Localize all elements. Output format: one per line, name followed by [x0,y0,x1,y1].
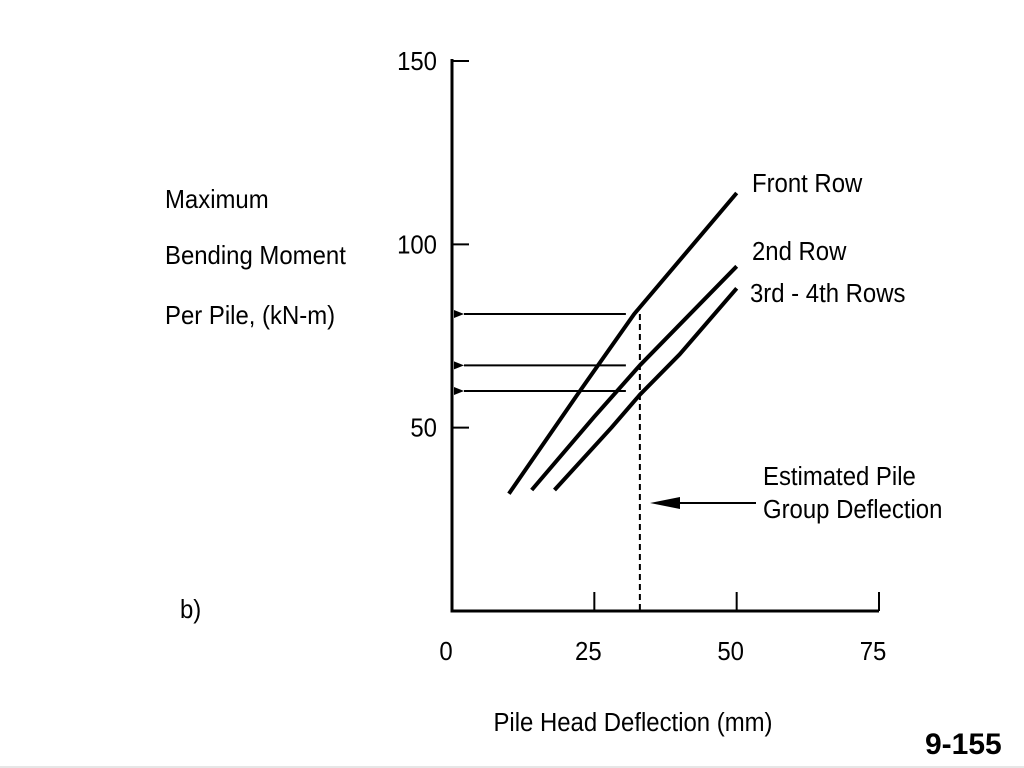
page-number: 9-155 [925,728,1002,761]
y-tick-label: 50 [410,414,437,443]
y-axis-label-line-3: Per Pile, (kN-m) [165,300,336,330]
x-tick-label: 50 [717,637,744,666]
x-tick-label: 0 [439,637,452,666]
series-line [530,264,739,492]
y-axis-label-line-2: Bending Moment [165,240,346,270]
series-line [507,191,739,495]
y-tick-label: 100 [397,230,437,259]
annotation-text: Group Deflection [763,495,942,524]
series-label: 3rd - 4th Rows [750,279,905,308]
x-tick-label: 75 [860,637,887,666]
annotation-arrowhead [650,497,680,509]
y-tick-label: 150 [397,47,437,76]
x-tick-label: 25 [575,637,602,666]
panel-label: b) [180,594,202,624]
series-label: 2nd Row [752,237,847,266]
y-axis-label-line-1: Maximum [165,184,269,214]
annotation-text: Estimated Pile [763,462,916,491]
x-axis-label: Pile Head Deflection (mm) [493,708,772,737]
series-label: Front Row [752,169,863,198]
bottom-divider [0,766,1024,768]
